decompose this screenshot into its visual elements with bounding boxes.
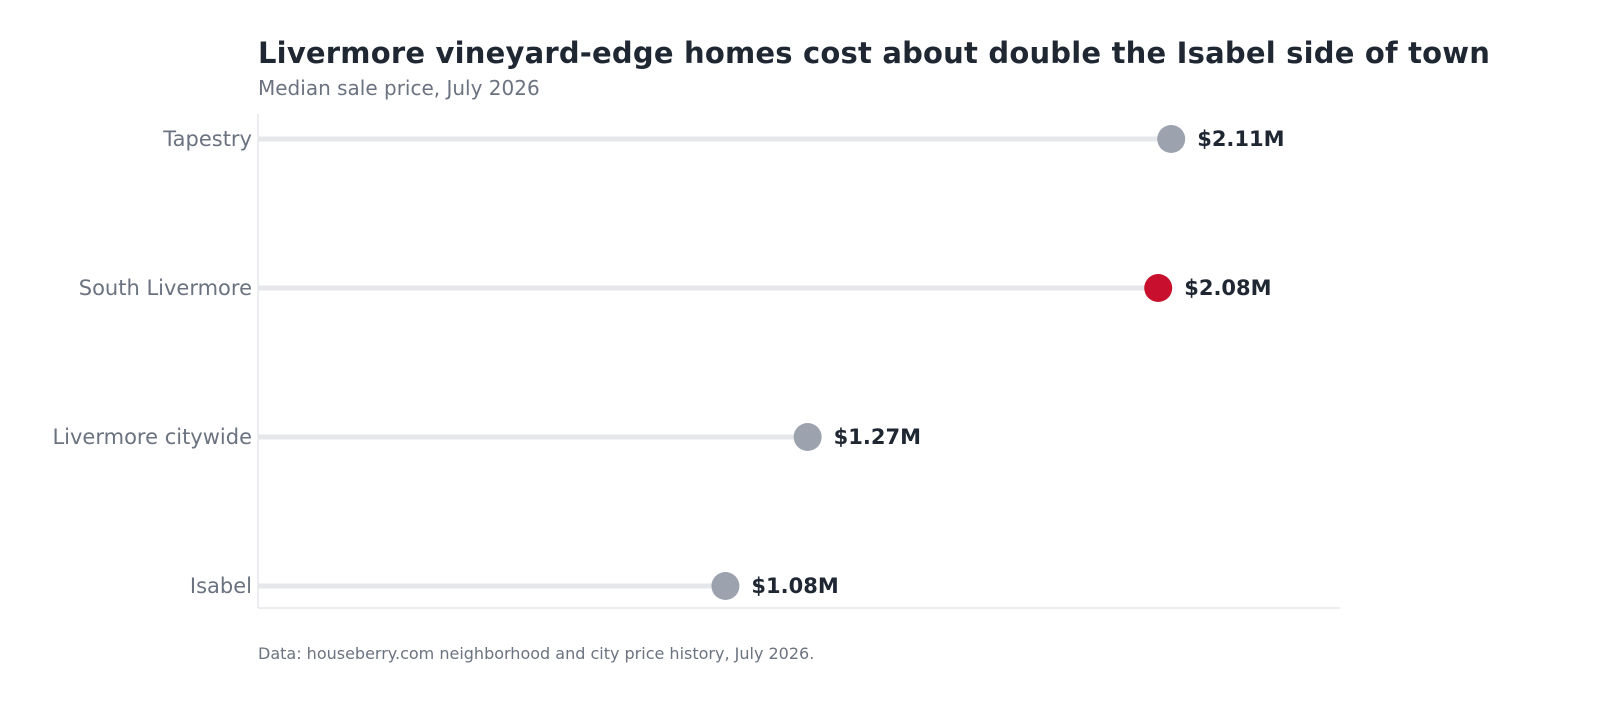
value-label: $2.08M: [1184, 276, 1271, 300]
chart-subtitle: Median sale price, July 2026: [258, 76, 540, 100]
category-label: Livermore citywide: [52, 425, 252, 449]
category-label: South Livermore: [79, 276, 252, 300]
lollipop-point: [1157, 125, 1186, 153]
lollipop-point-highlight: [1144, 274, 1173, 302]
value-label: $1.27M: [834, 425, 921, 449]
value-label: $2.11M: [1197, 127, 1284, 151]
lollipop-point: [711, 572, 740, 600]
chart-source-note: Data: houseberry.com neighborhood and ci…: [258, 644, 815, 663]
category-label: Tapestry: [162, 127, 252, 151]
lollipop-point: [793, 423, 822, 451]
category-label: Isabel: [190, 574, 252, 598]
value-label: $1.08M: [751, 574, 838, 598]
chart-title: Livermore vineyard-edge homes cost about…: [258, 36, 1491, 70]
